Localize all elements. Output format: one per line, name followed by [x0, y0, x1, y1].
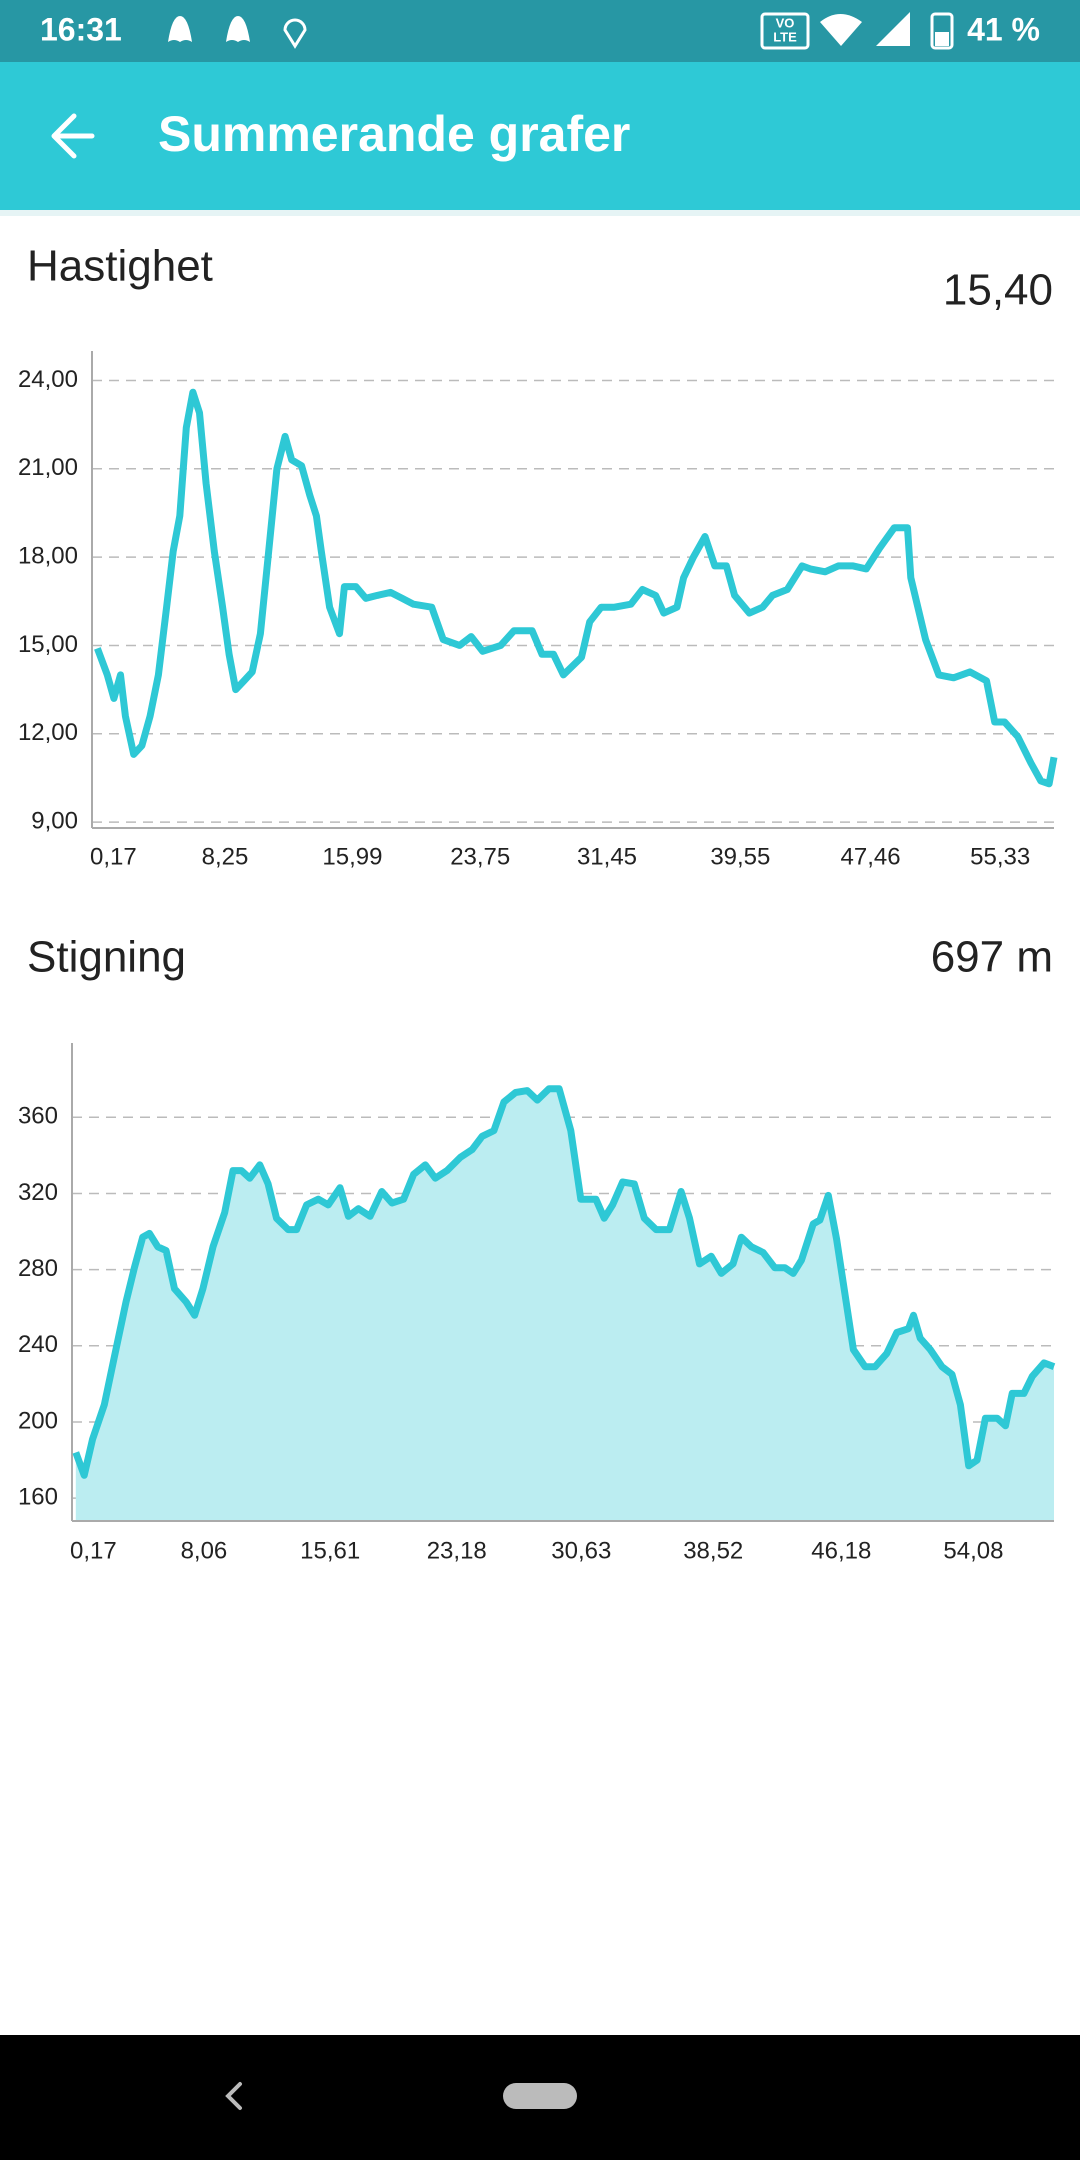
- x-tick-label: 39,55: [710, 843, 770, 870]
- chart-title: Hastighet: [27, 242, 213, 291]
- x-tick-label: 23,18: [427, 1537, 487, 1564]
- x-tick-label: 31,45: [577, 843, 637, 870]
- location-icon: [283, 18, 307, 49]
- app-bar: [0, 62, 1080, 210]
- volte-text: LTE: [773, 29, 797, 44]
- snapchat-icon: [226, 16, 250, 42]
- y-tick-label: 12,00: [18, 719, 78, 746]
- app-title: Summerande grafer: [158, 106, 630, 162]
- x-tick-label: 15,61: [300, 1537, 360, 1564]
- nav-home[interactable]: [503, 2083, 577, 2109]
- x-tick-label: 15,99: [322, 843, 382, 870]
- chart-summary: 697 m: [931, 933, 1053, 982]
- y-tick-label: 240: [18, 1331, 58, 1358]
- x-tick-label: 0,17: [70, 1537, 117, 1564]
- y-tick-label: 160: [18, 1483, 58, 1510]
- battery-level: [935, 32, 949, 46]
- data-line: [72, 1085, 1056, 1479]
- y-tick-label: 15,00: [18, 631, 78, 658]
- y-tick-label: 24,00: [18, 366, 78, 393]
- battery-icon: [930, 12, 954, 50]
- nav-back[interactable]: [225, 2082, 242, 2110]
- status-bar: [0, 0, 1080, 62]
- y-tick-label: 200: [18, 1407, 58, 1434]
- volte-icon: [760, 12, 810, 50]
- y-tick-label: 360: [18, 1103, 58, 1130]
- x-tick-label: 8,25: [202, 843, 249, 870]
- x-tick-label: 38,52: [683, 1537, 743, 1564]
- y-tick-label: 9,00: [31, 807, 78, 834]
- volte-text: VO: [776, 15, 795, 30]
- battery-percent: 41 %: [967, 11, 1040, 47]
- signal-icon: [876, 12, 910, 46]
- chart-title: Stigning: [27, 933, 186, 982]
- chart-summary: 15,40: [943, 266, 1053, 315]
- x-tick-label: 0,17: [90, 843, 137, 870]
- x-tick-label: 8,06: [181, 1537, 228, 1564]
- x-tick-label: 23,75: [450, 843, 510, 870]
- status-time: 16:31: [40, 11, 122, 47]
- data-line: [94, 388, 1058, 788]
- y-tick-label: 18,00: [18, 542, 78, 569]
- wifi-icon: [820, 14, 862, 46]
- x-tick-label: 30,63: [551, 1537, 611, 1564]
- x-tick-label: 47,46: [841, 843, 901, 870]
- app-bar-shadow: [0, 210, 1080, 216]
- area-fill: [75, 1088, 1055, 1521]
- snapchat-icon: [168, 16, 192, 42]
- y-tick-label: 280: [18, 1255, 58, 1282]
- x-tick-label: 55,33: [970, 843, 1030, 870]
- back-button[interactable]: [51, 113, 95, 159]
- x-tick-label: 54,08: [943, 1537, 1003, 1564]
- y-tick-label: 320: [18, 1179, 58, 1206]
- status-icons: [168, 12, 954, 50]
- y-tick-label: 21,00: [18, 454, 78, 481]
- x-tick-label: 46,18: [811, 1537, 871, 1564]
